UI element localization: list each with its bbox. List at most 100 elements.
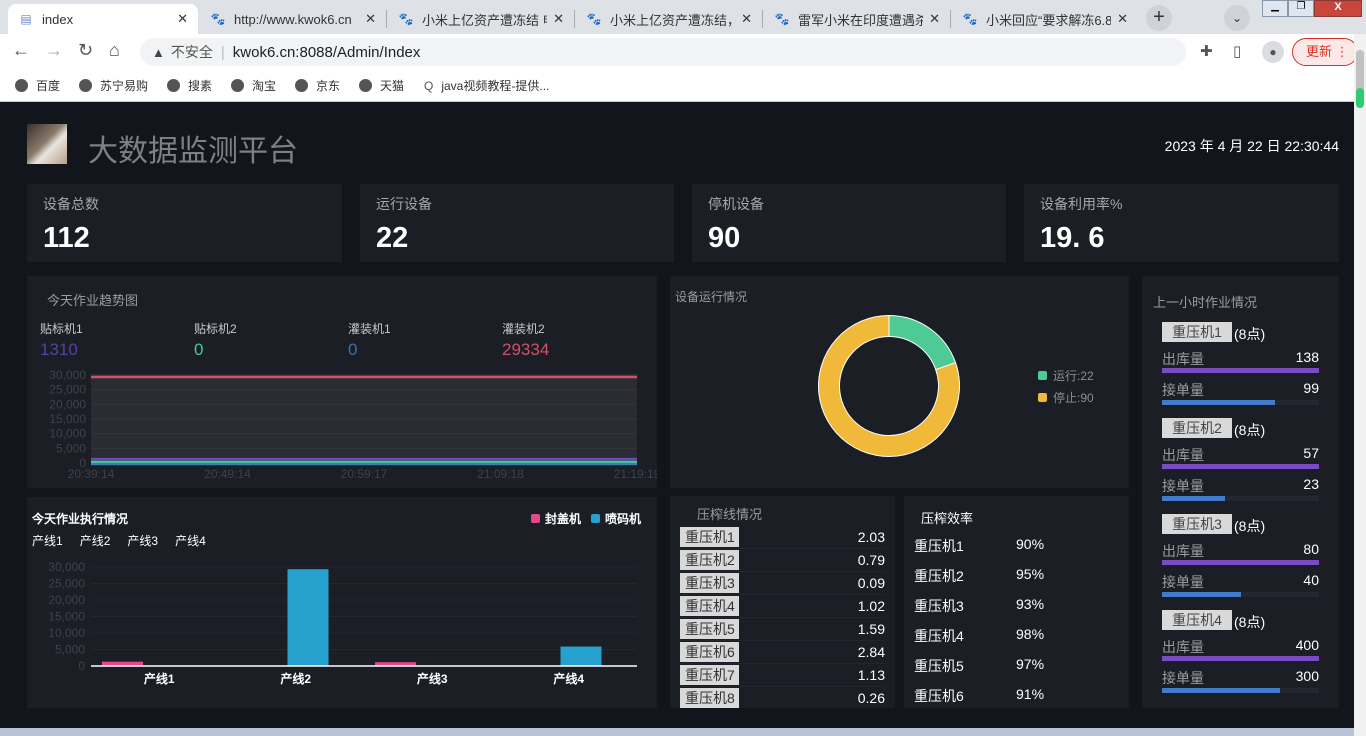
press-machine-button[interactable]: 重压机5	[680, 619, 739, 639]
sidepanel-icon[interactable]: ▯	[1233, 43, 1242, 60]
stat-value: 22	[376, 222, 409, 254]
update-button[interactable]: 更新 ⋮	[1292, 38, 1358, 66]
tab-line-1[interactable]: 产线1	[32, 534, 63, 548]
stat-value: 19. 6	[1040, 222, 1105, 254]
press-value: 0.26	[857, 690, 885, 706]
tab-title: 小米上亿资产遭冻结 申	[422, 12, 548, 28]
bookmark-item[interactable]: 苏宁易购	[79, 77, 148, 94]
out-value: 138	[1295, 349, 1319, 365]
bar-封盖机-产线1	[102, 661, 143, 666]
tab-bar: ▤ index ✕ 🐾 http://www.kwok6.cn ✕ 🐾 小米上亿资产遭冻结…	[0, 0, 1366, 34]
close-icon[interactable]: ✕	[929, 11, 940, 26]
restore-button[interactable]: ❐	[1288, 0, 1314, 17]
out-label: 出库量	[1162, 351, 1204, 367]
bookmark-item[interactable]: 搜素	[167, 77, 212, 94]
legend-running[interactable]: 运行:22	[1038, 367, 1094, 384]
back-icon[interactable]: ←	[12, 40, 30, 60]
tab-search-button[interactable]: ⌄	[1224, 5, 1250, 31]
press-machine-button[interactable]: 重压机1	[680, 527, 739, 547]
tab-index[interactable]: ▤ index ✕	[8, 4, 198, 34]
x-tick-label: 21:09:18	[477, 467, 524, 481]
out-value: 80	[1303, 541, 1319, 557]
extensions-icon[interactable]: ✚	[1200, 43, 1213, 60]
order-label: 接单量	[1162, 382, 1204, 398]
order-label: 接单量	[1162, 574, 1204, 590]
legend-label[interactable]: 封盖机	[544, 512, 581, 526]
legend-label[interactable]: 喷码机	[604, 512, 641, 526]
panel-title: 上一小时作业情况	[1153, 295, 1258, 310]
tab-6[interactable]: 🐾 小米回应“要求解冻6.8 ✕	[952, 4, 1138, 34]
home-icon[interactable]: ⌂	[109, 40, 120, 60]
tab-5[interactable]: 🐾 雷军小米在印度遭遇杀 ✕	[764, 4, 950, 34]
bookmark-item[interactable]: 百度	[15, 77, 60, 94]
close-icon[interactable]: ✕	[741, 11, 752, 26]
tab-2[interactable]: 🐾 http://www.kwok6.cn ✕	[200, 4, 386, 34]
panel-title: 设备运行情况	[675, 290, 748, 304]
row-divider	[680, 548, 885, 549]
order-label: 接单量	[1162, 478, 1204, 494]
bookmark-item[interactable]: 京东	[295, 77, 340, 94]
press-value: 0.79	[857, 552, 885, 568]
out-progress-fill	[1162, 656, 1319, 661]
machine-name: 贴标机2	[194, 322, 237, 336]
close-icon[interactable]: ✕	[365, 11, 376, 26]
bar-喷码机-产线4	[560, 646, 602, 666]
tab-line-2[interactable]: 产线2	[79, 534, 111, 548]
menu-icon: ⋮	[1335, 44, 1349, 59]
row-divider	[680, 571, 885, 572]
tab-line-4[interactable]: 产线4	[175, 534, 206, 548]
bookmark-label: java视频教程-提供...	[441, 79, 550, 93]
efficiency-panel: 压榨效率 重压机1 90% 重压机2 95% 重压机3 93% 重压机4 98% 重压机5 97%…	[904, 496, 1129, 708]
machine-tag[interactable]: 重压机2	[1162, 418, 1232, 438]
globe-icon	[359, 79, 372, 92]
legend-swatch	[1038, 371, 1047, 380]
new-tab-button[interactable]: +	[1146, 5, 1172, 31]
press-machine-button[interactable]: 重压机4	[680, 596, 739, 616]
press-machine-button[interactable]: 重压机7	[680, 665, 739, 685]
x-tick-label: 产线2	[280, 671, 311, 686]
address-bar[interactable]: ▲ 不安全 | kwok6.cn:8088/Admin/Index	[140, 38, 1186, 66]
forward-icon[interactable]: →	[45, 40, 63, 60]
press-machine-button[interactable]: 重压机6	[680, 642, 739, 662]
machine-value: 29334	[502, 340, 550, 359]
legend-swatch	[1038, 393, 1047, 402]
hourly-panel: 上一小时作业情况 重压机1 (8点) 出库量 138 接单量 99 重压机2 (8点) 出库量 5…	[1142, 276, 1339, 708]
close-icon[interactable]: ✕	[177, 11, 188, 26]
profile-icon[interactable]: ●	[1262, 41, 1284, 63]
minimize-button[interactable]: ▁	[1262, 0, 1288, 17]
legend-stopped[interactable]: 停止:90	[1038, 389, 1094, 406]
trend-chart: 30,00025,00020,00015,00010,0005,000020:3…	[49, 368, 657, 481]
close-window-button[interactable]: X	[1314, 0, 1362, 17]
bookmark-item[interactable]: 淘宝	[231, 77, 276, 94]
close-icon[interactable]: ✕	[553, 11, 564, 26]
out-progress-fill	[1162, 560, 1319, 565]
panel-title: 今天作业趋势图	[47, 293, 139, 308]
press-value: 2.03	[857, 529, 885, 545]
order-progress-fill	[1162, 688, 1280, 693]
machine-name: 灌装机2	[502, 322, 545, 336]
tab-line-3[interactable]: 产线3	[127, 534, 159, 548]
press-machine-button[interactable]: 重压机8	[680, 688, 739, 708]
close-icon[interactable]: ✕	[1117, 11, 1128, 26]
scrollbar[interactable]	[1354, 34, 1366, 736]
bookmark-label: 搜素	[188, 79, 213, 93]
machine-tag[interactable]: 重压机4	[1162, 610, 1232, 630]
machine-tag[interactable]: 重压机1	[1162, 322, 1232, 342]
legend-swatch	[530, 514, 540, 523]
stat-card-stopped: 停机设备 90	[692, 184, 1006, 262]
scrollbar-thumb[interactable]	[1356, 50, 1364, 108]
machine-tag[interactable]: 重压机3	[1162, 514, 1232, 534]
bookmark-item[interactable]: 天猫	[359, 77, 404, 94]
tab-4[interactable]: 🐾 小米上亿资产遭冻结， ✕	[576, 4, 762, 34]
x-tick-label: 产线3	[417, 671, 448, 686]
legend-swatch	[590, 514, 600, 523]
out-progress	[1162, 656, 1319, 661]
order-progress-fill	[1162, 496, 1225, 501]
press-machine-button[interactable]: 重压机3	[680, 573, 739, 593]
press-value: 0.09	[857, 575, 885, 591]
tab-3[interactable]: 🐾 小米上亿资产遭冻结 申 ✕	[388, 4, 574, 34]
press-machine-button[interactable]: 重压机2	[680, 550, 739, 570]
order-label: 接单量	[1162, 670, 1204, 686]
reload-icon[interactable]: ↻	[78, 40, 94, 60]
